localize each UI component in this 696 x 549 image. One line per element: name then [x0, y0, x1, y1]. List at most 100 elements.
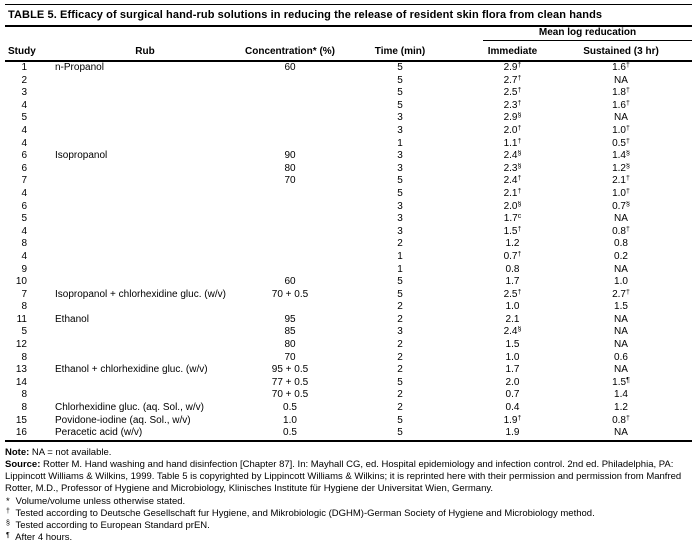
cell-sustained: 1.5 — [614, 301, 628, 313]
cell-sustained: NA — [614, 313, 628, 325]
table-row: 8 70 2 1.0 0.6 — [5, 352, 692, 365]
footnote: * Volume/volume unless otherwise stated. — [5, 496, 692, 508]
footnote-text: Tested according to Deutsche Gesellschaf… — [13, 507, 595, 519]
cell-sustained: NA — [614, 364, 628, 376]
footnote-marker: † — [517, 87, 522, 95]
footnote-marker: ¶ — [626, 376, 630, 384]
table-row: 5 3 1.7c NA — [5, 213, 692, 226]
cell-concentration — [235, 264, 345, 277]
cell-concentration — [235, 100, 345, 113]
cell-sustained: 1.6† — [612, 99, 630, 111]
col-header-immediate: Immediate — [455, 41, 570, 62]
footnote-marker: § — [517, 162, 522, 170]
footnote-symbol: * — [6, 495, 10, 507]
cell-rub — [55, 352, 235, 365]
cell-time: 5 — [397, 62, 403, 73]
cell-rub: Isopropanol — [55, 150, 108, 162]
cell-immediate: 2.4† — [503, 175, 522, 187]
cell-time: 5 — [397, 288, 403, 300]
table-row: 4 5 2.3† 1.6† — [5, 100, 692, 113]
cell-immediate: 1.5 — [505, 339, 520, 351]
cell-sustained: 1.4§ — [612, 150, 630, 162]
footnote-marker: § — [626, 200, 630, 208]
cell-study: 8 — [21, 238, 27, 250]
cell-sustained: 0.7§ — [612, 200, 630, 212]
cell-study: 5 — [21, 213, 27, 225]
cell-immediate: 0.7 — [505, 389, 520, 401]
note-label: Note: — [5, 446, 30, 458]
cell-concentration — [235, 138, 345, 151]
table-row: 15 Povidone-iodine (aq. Sol., w/v) 1.0 5 1.9… — [5, 415, 692, 428]
cell-rub — [55, 125, 235, 138]
cell-immediate: 2.0 — [505, 376, 520, 388]
footnote-marker: † — [517, 414, 522, 422]
cell-immediate: 2.5† — [503, 288, 522, 300]
cell-immediate: 1.0 — [505, 301, 520, 313]
cell-time: 2 — [397, 402, 403, 414]
cell-immediate: 2.3† — [503, 99, 522, 111]
table-page: TABLE 5. Efficacy of surgical hand-rub s… — [5, 0, 693, 544]
cell-study: 5 — [21, 326, 27, 338]
cell-time: 5 — [397, 427, 403, 439]
cell-rub — [55, 238, 235, 251]
footnote-marker: c — [517, 213, 522, 221]
cell-sustained: 1.2§ — [612, 162, 630, 174]
cell-rub: Ethanol — [55, 313, 89, 325]
cell-study: 4 — [21, 250, 27, 262]
table-row: 4 3 1.5† 0.8† — [5, 226, 692, 239]
table-header: Mean log reducation Study Rub Concentrat… — [5, 27, 693, 62]
table-body: 1 n-Propanol 60 5 2.9† 1.6† 2 5 2.7† NA 3 5 2.5† 1.8†… — [5, 61, 692, 441]
source-text: Rotter M. Hand washing and hand disinfec… — [5, 459, 682, 495]
cell-sustained: NA — [614, 339, 628, 351]
table-row: 10 60 5 1.7 1.0 — [5, 276, 692, 289]
cell-concentration: 1.0 — [283, 414, 297, 426]
cell-time: 3 — [397, 200, 403, 212]
cell-concentration: 90 — [284, 150, 296, 162]
footnote-marker: § — [517, 112, 522, 120]
table-row: 2 5 2.7† NA — [5, 75, 692, 88]
cell-concentration: 70 — [284, 351, 296, 363]
source-label: Source: — [5, 459, 41, 471]
table-row: 12 80 2 1.5 NA — [5, 339, 692, 352]
cell-immediate: 0.8 — [505, 263, 520, 275]
table-row: 14 77 + 0.5 5 2.0 1.5¶ — [5, 377, 692, 390]
cell-concentration — [235, 188, 345, 201]
cell-time: 2 — [397, 339, 403, 351]
table-row: 6 80 3 2.3§ 1.2§ — [5, 163, 692, 176]
cell-time: 1 — [397, 137, 403, 149]
cell-sustained: 0.2 — [614, 250, 628, 262]
cell-sustained: NA — [614, 74, 628, 86]
footnote-marker: † — [517, 74, 522, 82]
cell-time: 2 — [397, 389, 403, 401]
cell-sustained: 0.8† — [612, 225, 630, 237]
cell-concentration: 70 + 0.5 — [271, 288, 309, 300]
group-header-spacer — [5, 27, 455, 41]
cell-sustained: 1.8† — [612, 87, 630, 99]
cell-rub: Peracetic acid (w/v) — [55, 427, 143, 439]
footnote-marker: † — [517, 99, 522, 107]
footnote-marker: † — [626, 225, 630, 233]
cell-sustained: NA — [614, 326, 628, 338]
cell-concentration: 60 — [284, 276, 296, 288]
table-row: 8 2 1.2 0.8 — [5, 238, 692, 251]
source-line: Source: Rotter M. Hand washing and hand … — [5, 459, 692, 496]
cell-study: 2 — [21, 74, 27, 86]
cell-study: 15 — [15, 414, 27, 426]
footnote-marker: † — [517, 175, 522, 183]
cell-rub — [55, 226, 235, 239]
cell-concentration: 95 — [284, 313, 296, 325]
footnote-marker: † — [626, 62, 630, 69]
footnote-marker: § — [517, 150, 522, 158]
cell-concentration — [235, 238, 345, 251]
footnote-marker: † — [517, 288, 522, 296]
cell-rub — [55, 175, 235, 188]
cell-sustained: NA — [614, 263, 628, 275]
col-header-concentration: Concentration* (%) — [235, 41, 345, 62]
cell-time: 3 — [397, 326, 403, 338]
cell-concentration — [235, 301, 345, 314]
cell-concentration: 60 — [284, 62, 296, 73]
cell-time: 5 — [397, 187, 403, 199]
cell-rub — [55, 100, 235, 113]
cell-study: 16 — [15, 427, 27, 439]
cell-study: 7 — [21, 288, 27, 300]
